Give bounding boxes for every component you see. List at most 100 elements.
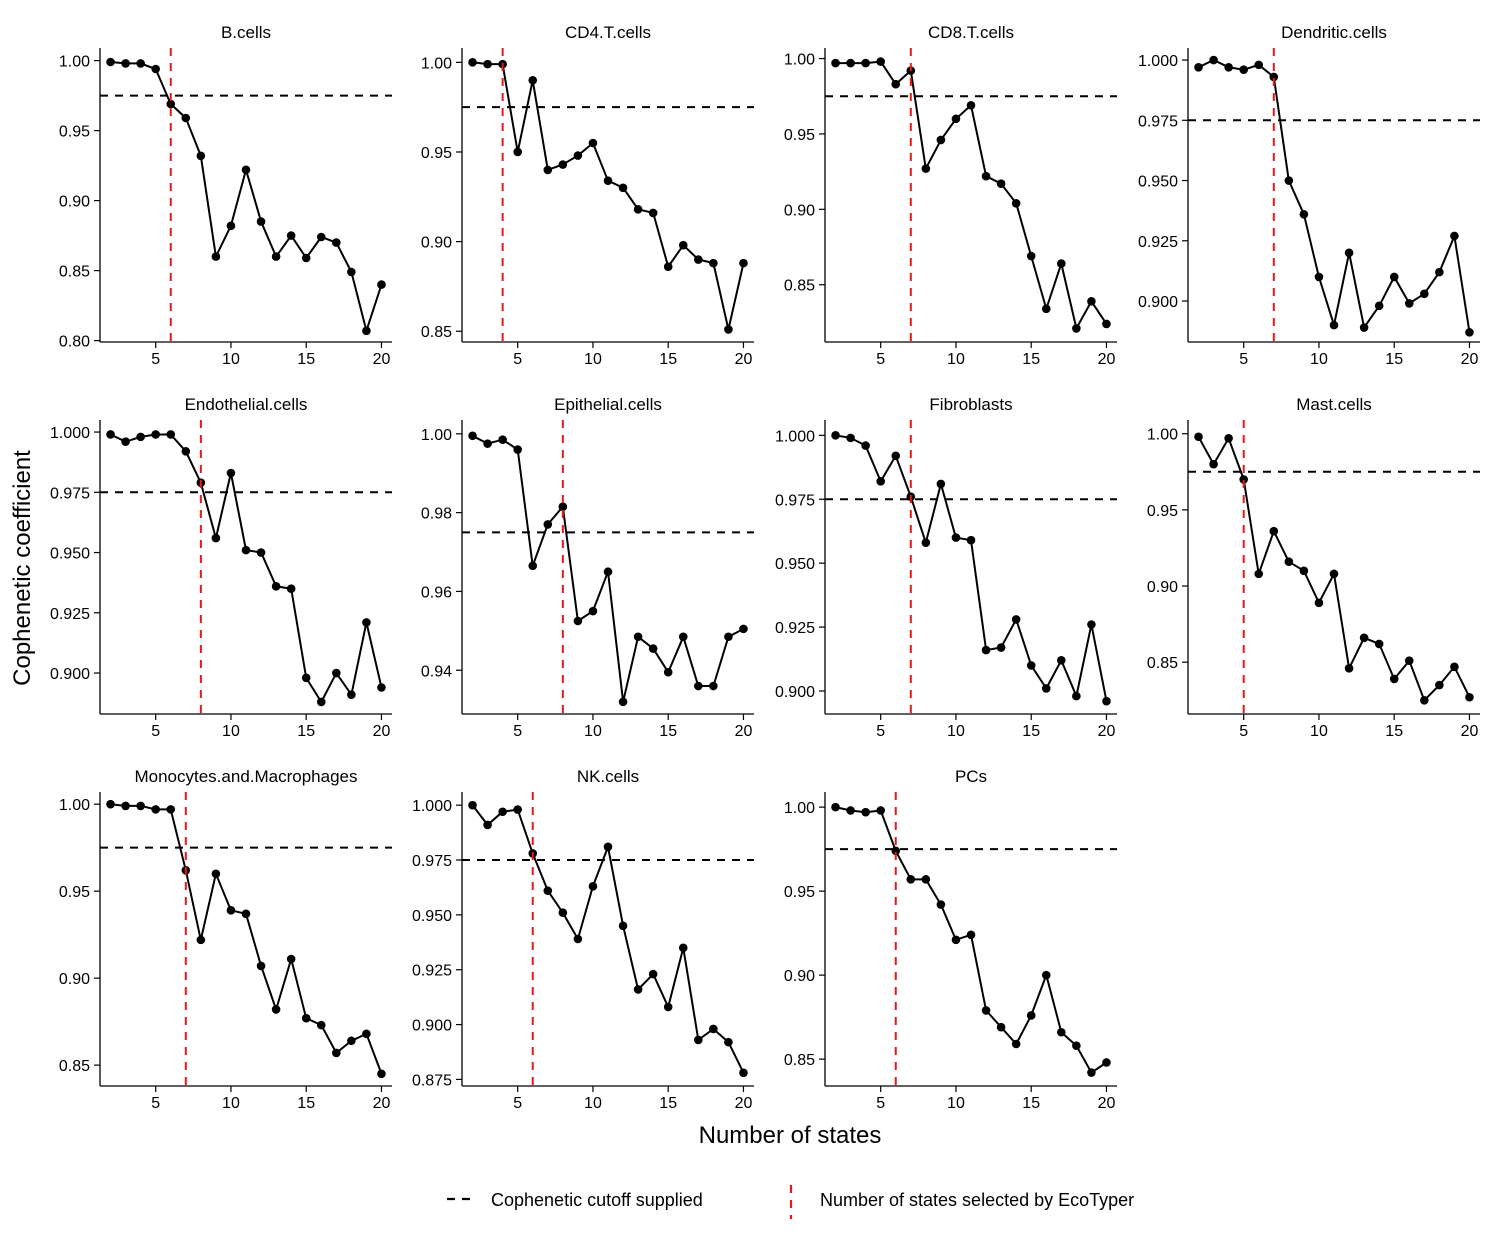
legend-selected-label: Number of states selected by EcoTyper (820, 1190, 1134, 1210)
data-point (709, 258, 718, 268)
data-point (483, 439, 492, 448)
y-tick-label: 0.85 (421, 324, 452, 341)
panel-title: CD8.T.cells (928, 23, 1014, 42)
data-point (603, 567, 613, 577)
x-tick-label: 15 (297, 351, 315, 368)
data-point (377, 1069, 386, 1079)
y-tick-label: 0.85 (59, 1058, 90, 1075)
y-tick-label: 1.000 (412, 798, 452, 815)
x-tick-label: 15 (297, 723, 315, 740)
data-point (1072, 691, 1081, 701)
data-point (301, 1013, 311, 1023)
panel-title: Fibroblasts (929, 395, 1012, 414)
y-tick-label: 0.925 (1138, 234, 1178, 251)
data-point (483, 820, 492, 830)
y-tick-label: 0.85 (784, 1052, 815, 1069)
data-point (543, 165, 553, 175)
data-point (876, 57, 885, 66)
data-point (1209, 55, 1218, 65)
data-point (543, 520, 553, 529)
series-line (835, 434, 1108, 702)
data-point (724, 325, 733, 334)
data-point (1057, 1027, 1066, 1037)
data-point (316, 232, 326, 242)
y-tick-label: 0.90 (784, 202, 815, 219)
data-point (1254, 60, 1264, 70)
data-point (1450, 231, 1459, 241)
x-tick-label: 10 (222, 723, 240, 740)
x-tick-label: 5 (151, 351, 160, 368)
x-tick-label: 5 (513, 723, 522, 740)
data-point (1239, 65, 1248, 74)
data-point (513, 445, 522, 454)
data-point (121, 801, 130, 811)
data-point (573, 151, 583, 160)
y-tick-label: 0.975 (775, 492, 815, 509)
x-tick-label: 20 (735, 1095, 753, 1112)
data-point (1026, 661, 1036, 670)
x-tick-label: 5 (1239, 723, 1248, 740)
y-tick-label: 0.900 (1138, 294, 1178, 311)
data-point (181, 113, 191, 123)
y-tick-label: 0.90 (59, 971, 90, 988)
data-point (286, 954, 296, 964)
y-tick-label: 0.950 (412, 908, 452, 925)
data-point (1329, 569, 1339, 579)
data-point (936, 900, 946, 909)
x-tick-label: 5 (151, 1095, 160, 1112)
data-point (966, 930, 976, 940)
data-point (528, 75, 538, 85)
data-point (332, 1048, 341, 1058)
data-point (1389, 674, 1399, 684)
x-tick-label: 20 (1461, 351, 1479, 368)
data-point (1329, 320, 1339, 330)
panel-dendritic-cells: Dendritic.cells 0.900 0.925 0.950 0.975 1.000… (1138, 23, 1480, 368)
x-tick-label: 10 (947, 351, 965, 368)
data-point (151, 805, 160, 814)
data-point (377, 683, 386, 692)
data-point (543, 886, 553, 896)
x-tick-label: 5 (876, 723, 885, 740)
data-point (573, 934, 583, 944)
data-point (724, 632, 733, 642)
data-point (739, 624, 748, 634)
data-point (347, 267, 356, 277)
x-tick-label: 5 (151, 723, 160, 740)
x-tick-label: 10 (947, 723, 965, 740)
x-tick-label: 15 (1385, 351, 1403, 368)
data-point (256, 548, 266, 557)
y-tick-label: 0.925 (775, 620, 815, 637)
data-point (588, 138, 598, 148)
y-tick-label: 0.975 (412, 853, 452, 870)
data-point (1389, 272, 1399, 282)
data-point (1011, 1039, 1021, 1049)
panel-fibroblasts: Fibroblasts 0.900 0.925 0.950 0.975 1.000 5 10 1… (775, 395, 1117, 740)
x-tick-label: 5 (513, 351, 522, 368)
data-point (709, 1024, 718, 1034)
legend: Cophenetic cutoff supplied Number of sta… (447, 1185, 1134, 1219)
data-point (861, 58, 870, 68)
data-point (332, 238, 341, 247)
data-point (951, 533, 961, 542)
data-point (648, 644, 658, 653)
data-point (362, 326, 371, 336)
data-point (996, 1022, 1006, 1032)
data-point (226, 468, 236, 478)
data-point (211, 869, 221, 879)
data-point (271, 1005, 281, 1014)
data-point (921, 875, 931, 884)
data-point (151, 430, 160, 439)
y-tick-label: 1.00 (59, 54, 90, 71)
data-point (1420, 695, 1429, 705)
data-point (876, 477, 885, 486)
data-point (1299, 209, 1309, 219)
series-line (110, 803, 383, 1075)
data-point (136, 801, 145, 811)
data-point (256, 217, 266, 226)
data-point (1011, 198, 1021, 208)
x-tick-label: 10 (584, 351, 602, 368)
data-point (663, 667, 673, 677)
data-point (151, 64, 160, 74)
data-point (1314, 272, 1324, 282)
data-point (1072, 1041, 1081, 1050)
